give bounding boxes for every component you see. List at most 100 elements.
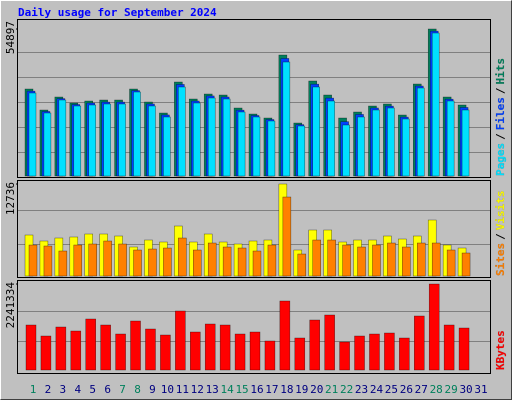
x-tick-label: 17 (265, 383, 278, 396)
bar (43, 245, 53, 277)
bar (339, 341, 350, 371)
bar (387, 107, 395, 177)
x-tick-label: 5 (89, 383, 96, 396)
bar (417, 87, 425, 177)
chart-title: Daily usage for September 2024 (18, 6, 217, 19)
bar (118, 103, 126, 177)
bar (312, 86, 320, 177)
bar (237, 111, 246, 177)
bar (357, 246, 366, 277)
legend-entry: Hits (494, 58, 507, 85)
bar (309, 319, 320, 371)
bar (73, 244, 83, 277)
bar (402, 118, 410, 177)
x-tick-label: 21 (325, 383, 338, 396)
x-tick-label: 15 (235, 383, 248, 396)
bar (43, 112, 52, 177)
bar (369, 333, 380, 371)
bar (414, 315, 425, 371)
bar (279, 300, 291, 371)
bar (103, 240, 112, 277)
bar (145, 328, 156, 371)
bar (458, 327, 470, 371)
bar (234, 333, 246, 371)
bar (28, 92, 37, 177)
bar (327, 239, 336, 277)
bar (249, 331, 261, 371)
bar (148, 105, 156, 177)
bar (461, 109, 470, 177)
y-tick-label: 2241334 (4, 282, 17, 329)
bar (282, 196, 292, 277)
bar (130, 320, 141, 371)
bar (133, 91, 141, 177)
bar (163, 247, 172, 277)
bar (222, 98, 231, 177)
y-tick-label: 54897 (4, 21, 17, 54)
x-tick-label: 9 (149, 383, 156, 396)
x-tick-label: 20 (310, 383, 323, 396)
bar (193, 249, 202, 277)
bar (342, 244, 351, 277)
x-tick-label: 31 (474, 383, 487, 396)
x-tick-label: 28 (430, 383, 443, 396)
x-tick-label: 4 (74, 383, 81, 396)
x-tick-label: 16 (250, 383, 263, 396)
legend: Pages / Files / Hits (494, 58, 507, 176)
x-tick-label: 13 (206, 383, 219, 396)
legend: Sites / Visits (494, 191, 507, 277)
bar (297, 125, 306, 177)
bar (294, 337, 306, 371)
x-tick-label: 23 (355, 383, 368, 396)
legend-entry: Sites (494, 243, 507, 276)
x-tick-label: 22 (340, 383, 353, 396)
bar (267, 120, 276, 177)
bar (193, 102, 201, 177)
bar (282, 61, 291, 177)
legend: KBytes (494, 330, 507, 370)
x-tick-label: 29 (445, 383, 458, 396)
bar (175, 310, 186, 371)
bar (163, 116, 171, 177)
x-tick-label: 19 (295, 383, 308, 396)
bar (28, 244, 38, 277)
bar (88, 104, 96, 177)
x-tick-label: 18 (280, 383, 293, 396)
x-tick-label: 14 (221, 383, 235, 396)
bar (446, 249, 456, 277)
x-tick-label: 2 (45, 383, 52, 396)
bar (100, 324, 111, 371)
bar (417, 242, 426, 277)
x-tick-label: 26 (400, 383, 413, 396)
bar (103, 103, 111, 177)
bar (58, 99, 67, 177)
legend-entry: KBytes (494, 330, 507, 370)
bar (222, 246, 232, 277)
bar (387, 242, 396, 277)
legend-entry: Pages (494, 143, 507, 176)
bar (204, 323, 216, 371)
bar (461, 252, 471, 277)
legend-separator: / (494, 87, 507, 94)
bar (207, 97, 216, 177)
x-tick-label: 27 (415, 383, 428, 396)
bar (428, 283, 440, 371)
bar (85, 318, 96, 371)
bar (25, 324, 37, 371)
x-tick-label: 24 (370, 383, 384, 396)
bar (190, 331, 201, 371)
bar (148, 248, 157, 277)
x-tick-label: 1 (30, 383, 37, 396)
bar (312, 239, 321, 277)
bar (178, 86, 186, 177)
bar (252, 250, 262, 277)
legend-separator: / (494, 133, 507, 140)
bar (73, 105, 82, 177)
legend-separator: / (494, 233, 507, 240)
bar (160, 334, 171, 371)
x-tick-label: 6 (104, 383, 111, 396)
bar (252, 116, 261, 177)
bar (384, 332, 395, 371)
